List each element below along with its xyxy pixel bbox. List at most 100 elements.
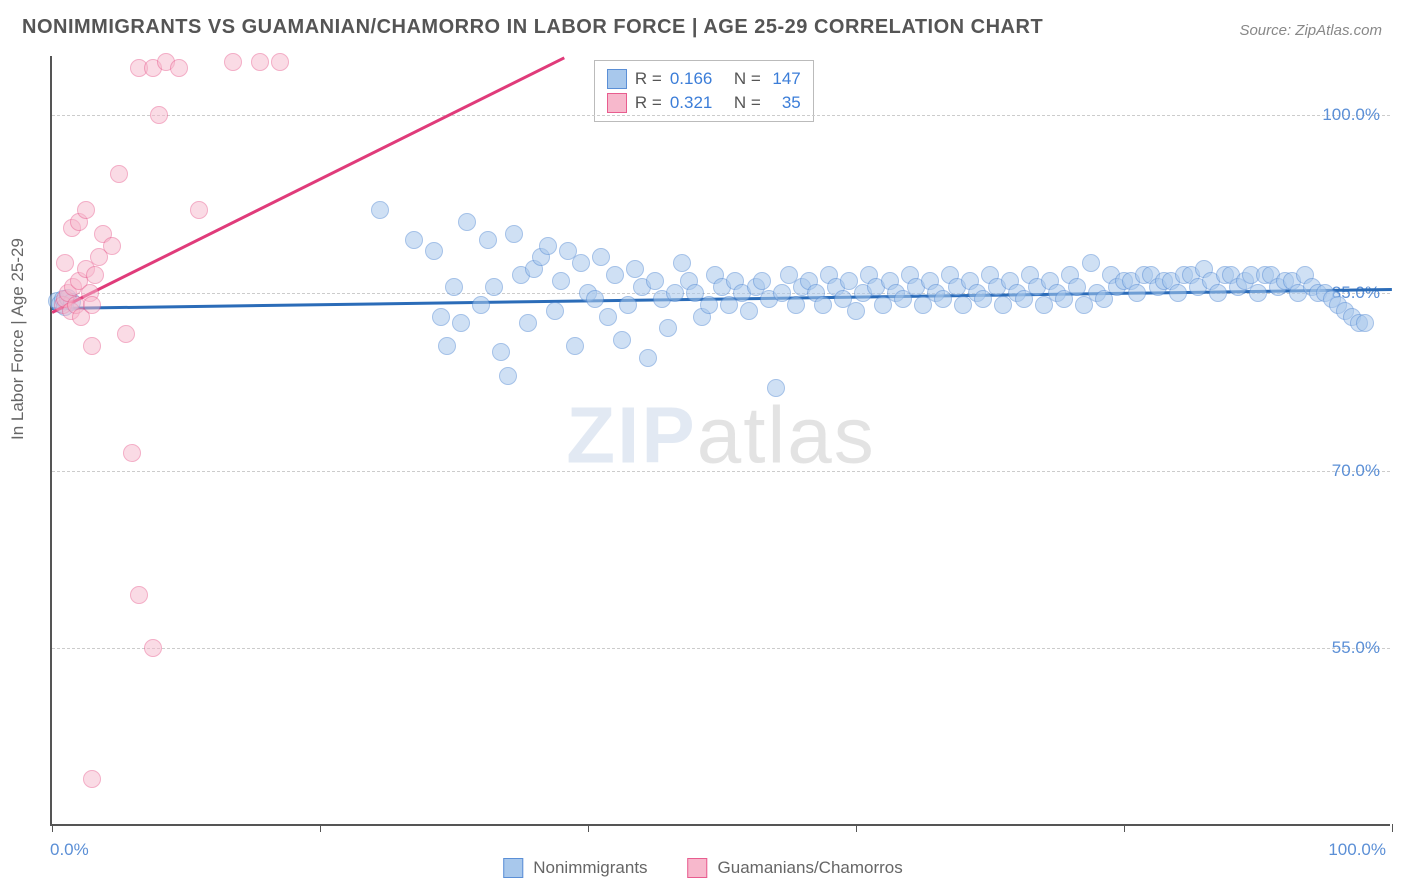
legend-n-value: 35 [769,93,801,113]
data-point [1082,254,1100,272]
data-point [599,308,617,326]
y-tick-label: 100.0% [1322,105,1380,125]
data-point [1249,284,1267,302]
legend-n-label: N = [734,69,761,89]
legend-item: Nonimmigrants [503,858,647,878]
data-point [1356,314,1374,332]
data-point [110,165,128,183]
data-point [56,254,74,272]
y-tick-label: 70.0% [1332,461,1380,481]
data-point [438,337,456,355]
legend-swatch [688,858,708,878]
legend-r-label: R = [635,69,662,89]
x-axis-max-label: 100.0% [1328,840,1386,860]
watermark-zip: ZIP [566,390,696,479]
data-point [103,237,121,255]
data-point [566,337,584,355]
data-point [251,53,269,71]
data-point [224,53,242,71]
y-tick-label: 55.0% [1332,638,1380,658]
data-point [814,296,832,314]
data-point [505,225,523,243]
legend-label: Guamanians/Chamorros [718,858,903,878]
data-point [83,337,101,355]
legend-item: Guamanians/Chamorros [688,858,903,878]
data-point [271,53,289,71]
correlation-legend: R =0.166N =147R =0.321N =35 [594,60,814,122]
data-point [86,266,104,284]
data-point [452,314,470,332]
data-point [592,248,610,266]
x-axis-min-label: 0.0% [50,840,89,860]
data-point [613,331,631,349]
data-point [1169,284,1187,302]
data-point [606,266,624,284]
data-point [144,639,162,657]
data-point [405,231,423,249]
data-point [552,272,570,290]
source-attribution: Source: ZipAtlas.com [1239,22,1382,39]
data-point [190,201,208,219]
data-point [472,296,490,314]
data-point [572,254,590,272]
data-point [767,379,785,397]
x-tick [1392,824,1393,832]
data-point [371,201,389,219]
data-point [432,308,450,326]
trendline [51,56,564,313]
data-point [626,260,644,278]
data-point [673,254,691,272]
data-point [753,272,771,290]
data-point [646,272,664,290]
data-point [586,290,604,308]
data-point [492,343,510,361]
data-point [546,302,564,320]
plot-area: ZIPatlas R =0.166N =147R =0.321N =35 55.… [50,56,1390,826]
x-tick [856,824,857,832]
data-point [1209,284,1227,302]
legend-label: Nonimmigrants [533,858,647,878]
watermark: ZIPatlas [566,389,875,481]
legend-r-value: 0.166 [670,69,718,89]
data-point [83,296,101,314]
data-point [659,319,677,337]
gridline [52,648,1390,649]
x-tick [52,824,53,832]
data-point [117,325,135,343]
data-point [170,59,188,77]
data-point [479,231,497,249]
data-point [123,444,141,462]
data-point [83,770,101,788]
data-point [787,296,805,314]
y-axis-label: In Labor Force | Age 25-29 [8,238,28,440]
legend-swatch [503,858,523,878]
data-point [1128,284,1146,302]
data-point [458,213,476,231]
data-point [519,314,537,332]
data-point [847,302,865,320]
gridline [52,471,1390,472]
data-point [1068,278,1086,296]
chart-title: NONIMMIGRANTS VS GUAMANIAN/CHAMORRO IN L… [22,16,1043,39]
legend-row: R =0.321N =35 [607,91,801,115]
gridline [52,115,1390,116]
data-point [639,349,657,367]
x-tick [320,824,321,832]
legend-r-label: R = [635,93,662,113]
legend-n-value: 147 [769,69,801,89]
data-point [485,278,503,296]
data-point [499,367,517,385]
legend-swatch [607,69,627,89]
x-tick [588,824,589,832]
x-tick [1124,824,1125,832]
series-legend: Nonimmigrants Guamanians/Chamorros [503,858,903,878]
data-point [700,296,718,314]
data-point [539,237,557,255]
watermark-atlas: atlas [697,390,876,479]
legend-swatch [607,93,627,113]
data-point [150,106,168,124]
data-point [445,278,463,296]
data-point [619,296,637,314]
data-point [77,201,95,219]
legend-r-value: 0.321 [670,93,718,113]
